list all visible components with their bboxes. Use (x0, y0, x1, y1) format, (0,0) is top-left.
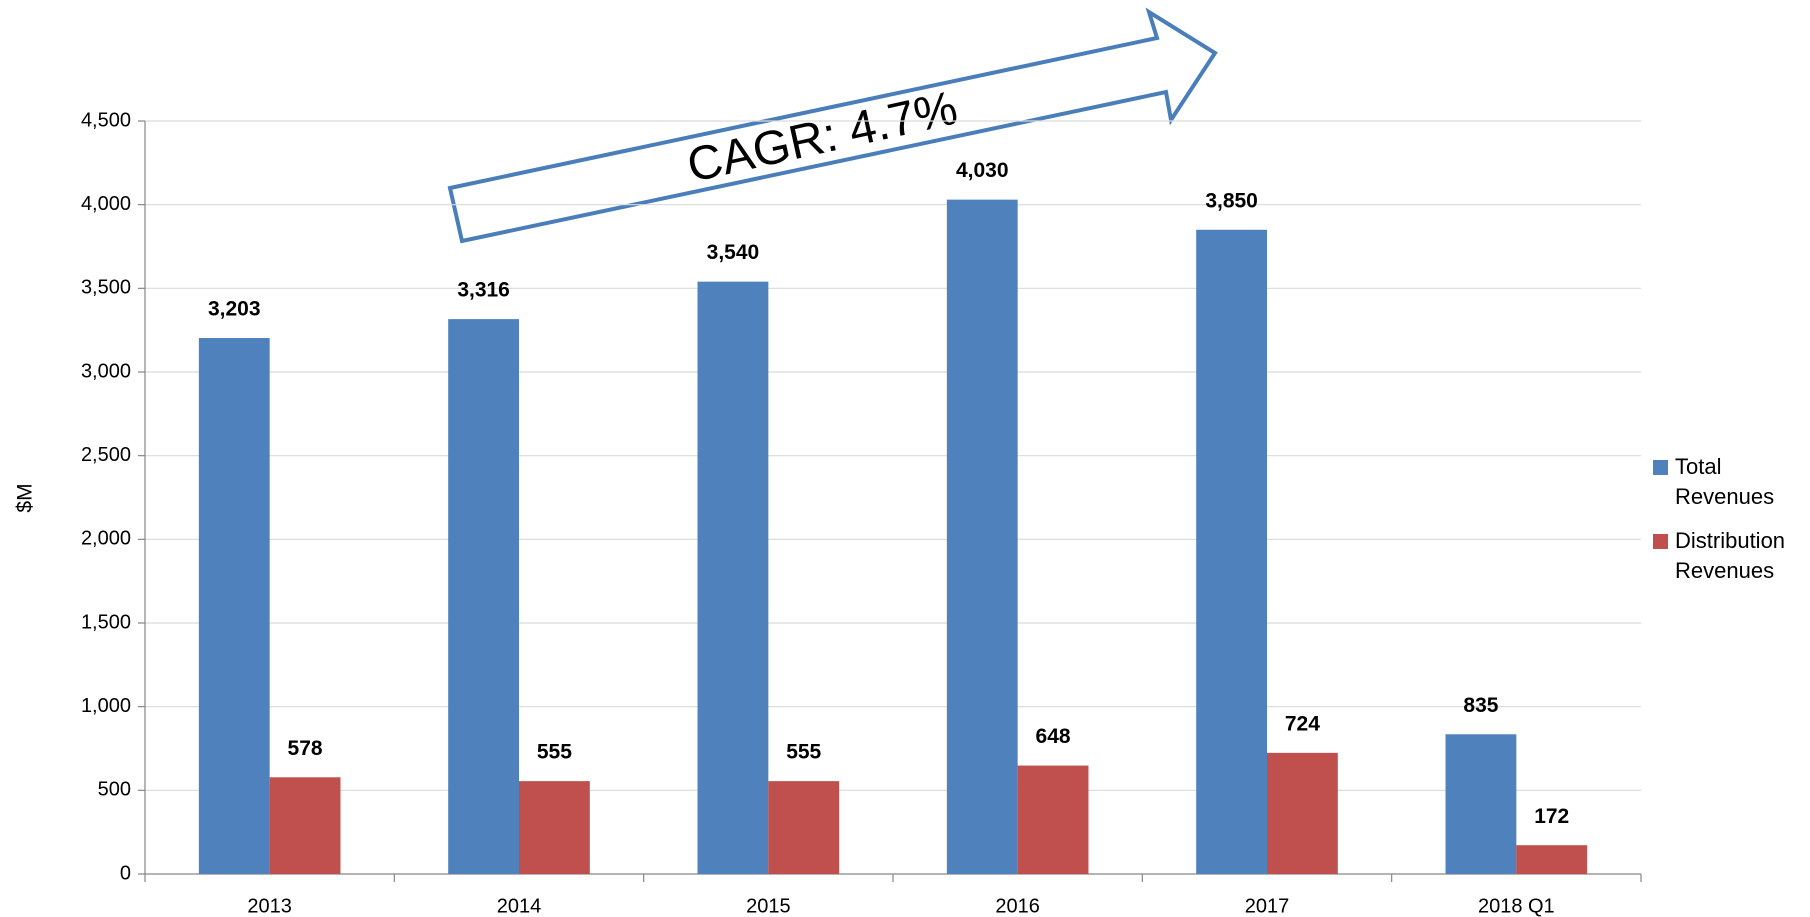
value-label: 578 (288, 737, 323, 760)
y-axis-label: $M (14, 483, 37, 512)
legend-label: Distribution Revenues (1675, 528, 1786, 583)
legend-swatch (1653, 534, 1668, 549)
x-tick-label: 2016 (995, 895, 1040, 917)
bar (1017, 765, 1089, 874)
y-tick-label: 0 (120, 862, 131, 884)
value-label: 835 (1463, 694, 1498, 717)
value-label: 4,030 (956, 159, 1009, 182)
y-tick-label: 3,500 (81, 277, 131, 299)
bar (269, 777, 341, 874)
bar (198, 338, 270, 874)
value-label: 555 (537, 741, 572, 764)
value-label: 3,850 (1205, 189, 1258, 212)
bar (946, 199, 1018, 874)
legend-item: Total Revenues (1653, 452, 1803, 512)
x-tick-label: 2014 (497, 895, 542, 917)
cagr-arrow (447, 7, 1218, 244)
annotation: CAGR: 4.7% (683, 82, 963, 193)
y-tick-label: 4,500 (81, 109, 131, 131)
bar (697, 281, 769, 874)
y-tick-label: 4,000 (81, 193, 131, 215)
value-label: 648 (1036, 725, 1071, 748)
bar (1196, 229, 1267, 874)
y-tick-label: 2,500 (81, 444, 131, 466)
bar (519, 781, 590, 874)
bar (1516, 845, 1588, 874)
value-label: 3,203 (208, 298, 261, 321)
x-tick-label: 2013 (247, 895, 292, 917)
x-tick-label: 2015 (746, 895, 791, 917)
value-label: 3,316 (457, 279, 510, 302)
value-label: 3,540 (707, 241, 760, 264)
bar (448, 319, 519, 874)
x-tick-label: 2018 Q1 (1478, 895, 1555, 917)
legend-label: Total Revenues (1675, 454, 1775, 509)
y-tick-label: 2,000 (81, 528, 131, 550)
value-label: 724 (1285, 712, 1320, 735)
y-tick-label: 1,000 (81, 695, 131, 717)
value-label: 555 (786, 741, 821, 764)
bar (1267, 752, 1338, 874)
y-tick-label: 500 (98, 779, 131, 801)
value-label: 172 (1534, 805, 1569, 828)
bar (1445, 734, 1517, 874)
legend-swatch (1653, 460, 1668, 475)
legend-item: Distribution Revenues (1653, 526, 1803, 586)
y-tick-label: 3,000 (81, 360, 131, 382)
y-tick-label: 1,500 (81, 611, 131, 633)
x-tick-label: 2017 (1245, 895, 1290, 917)
bar (768, 781, 840, 874)
